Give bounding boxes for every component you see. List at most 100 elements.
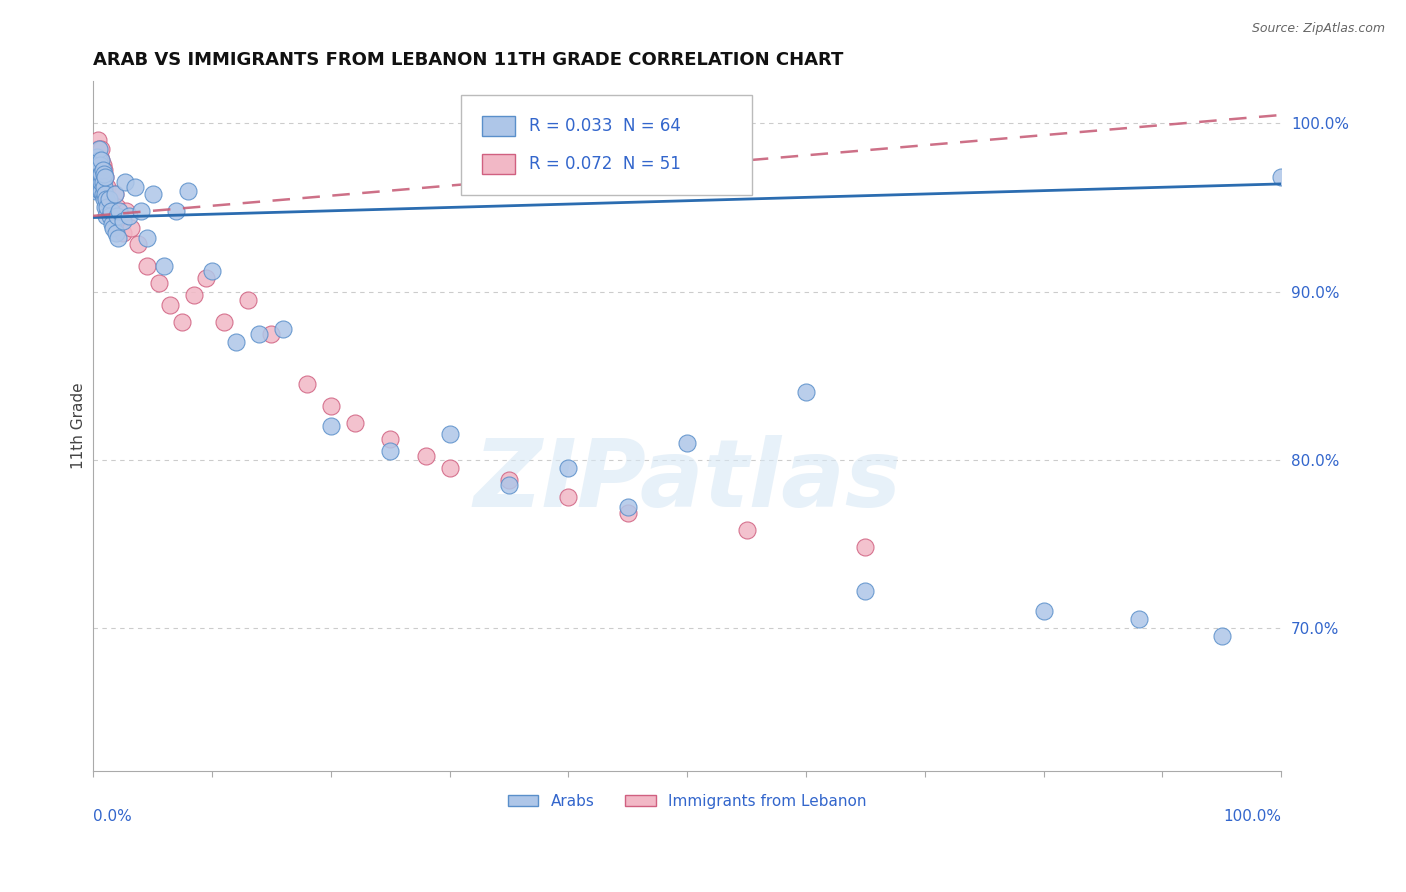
- Point: [343, 416, 366, 430]
- Point: [127, 237, 149, 252]
- Point: [91, 186, 114, 201]
- Text: ARAB VS IMMIGRANTS FROM LEBANON 11TH GRADE CORRELATION CHART: ARAB VS IMMIGRANTS FROM LEBANON 11TH GRA…: [93, 51, 844, 69]
- Point: [415, 450, 437, 464]
- Point: [135, 260, 157, 274]
- Point: [225, 334, 247, 349]
- Text: 100.0%: 100.0%: [1223, 809, 1281, 823]
- Text: ZIPatlas: ZIPatlas: [472, 435, 901, 527]
- Point: [103, 220, 125, 235]
- Point: [201, 264, 224, 278]
- Point: [105, 209, 128, 223]
- Point: [319, 419, 342, 434]
- Bar: [482, 116, 515, 136]
- Point: [89, 142, 111, 156]
- Point: [90, 175, 112, 189]
- Point: [557, 461, 579, 475]
- Point: [271, 321, 294, 335]
- Point: [90, 163, 112, 178]
- Point: [195, 271, 218, 285]
- Point: [260, 326, 283, 341]
- Point: [319, 399, 342, 413]
- Point: [93, 163, 115, 178]
- Point: [89, 153, 111, 168]
- Point: [135, 230, 157, 244]
- Point: [1270, 170, 1292, 185]
- Point: [498, 478, 520, 492]
- Point: [295, 376, 318, 391]
- Point: [498, 473, 520, 487]
- Point: [101, 209, 124, 223]
- Point: [148, 276, 170, 290]
- Point: [89, 158, 111, 172]
- Point: [853, 583, 876, 598]
- Point: [89, 158, 111, 172]
- Point: [86, 150, 108, 164]
- Point: [96, 192, 118, 206]
- Point: [97, 192, 120, 206]
- Point: [212, 315, 235, 329]
- Point: [177, 184, 200, 198]
- Point: [96, 201, 118, 215]
- Point: [84, 150, 107, 164]
- Point: [94, 170, 117, 185]
- Point: [96, 186, 118, 201]
- Point: [111, 214, 134, 228]
- Point: [101, 217, 124, 231]
- Point: [100, 197, 122, 211]
- Point: [1128, 612, 1150, 626]
- Point: [120, 220, 142, 235]
- Point: [104, 226, 127, 240]
- Point: [89, 184, 111, 198]
- Point: [105, 201, 128, 215]
- Point: [100, 203, 122, 218]
- Point: [86, 142, 108, 156]
- Text: R = 0.033  N = 64: R = 0.033 N = 64: [529, 117, 681, 135]
- Point: [735, 523, 758, 537]
- Point: [90, 142, 112, 156]
- Point: [90, 153, 112, 168]
- Text: 0.0%: 0.0%: [93, 809, 132, 823]
- FancyBboxPatch shape: [461, 95, 752, 195]
- Point: [794, 385, 817, 400]
- Point: [616, 507, 638, 521]
- Point: [159, 298, 181, 312]
- Point: [114, 175, 136, 189]
- Point: [1032, 604, 1054, 618]
- Point: [103, 186, 125, 201]
- Point: [89, 142, 111, 156]
- Point: [91, 158, 114, 172]
- Point: [1211, 629, 1233, 643]
- Point: [236, 293, 259, 307]
- Point: [89, 150, 111, 164]
- Text: R = 0.072  N = 51: R = 0.072 N = 51: [529, 155, 681, 173]
- Point: [107, 230, 129, 244]
- Point: [86, 153, 108, 168]
- Point: [93, 180, 115, 194]
- Point: [378, 444, 401, 458]
- Point: [98, 203, 121, 218]
- Point: [124, 180, 146, 194]
- Point: [94, 201, 117, 215]
- Point: [165, 203, 187, 218]
- Point: [90, 153, 112, 168]
- Bar: [482, 153, 515, 175]
- Point: [676, 435, 699, 450]
- Point: [115, 203, 138, 218]
- Point: [616, 500, 638, 514]
- Point: [108, 214, 131, 228]
- Point: [439, 461, 461, 475]
- Point: [84, 184, 107, 198]
- Point: [118, 209, 141, 223]
- Point: [557, 490, 579, 504]
- Point: [153, 260, 176, 274]
- Point: [96, 180, 118, 194]
- Point: [89, 170, 111, 185]
- Point: [93, 175, 115, 189]
- Point: [249, 326, 271, 341]
- Point: [142, 186, 165, 201]
- Point: [853, 540, 876, 554]
- Point: [89, 153, 111, 168]
- Point: [87, 158, 110, 172]
- Point: [87, 133, 110, 147]
- Point: [94, 184, 117, 198]
